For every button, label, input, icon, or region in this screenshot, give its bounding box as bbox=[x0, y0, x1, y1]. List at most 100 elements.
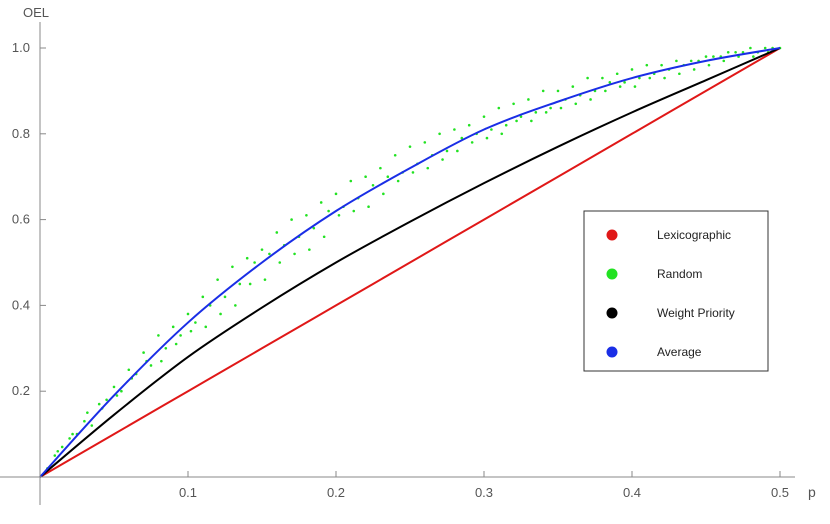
scatter-point-random bbox=[97, 402, 101, 406]
scatter-point-random bbox=[364, 175, 367, 178]
scatter-point-random bbox=[638, 76, 641, 80]
scatter-point-random bbox=[219, 312, 222, 316]
scatter-point-random bbox=[352, 209, 356, 213]
legend-marker bbox=[606, 346, 618, 358]
scatter-point-random bbox=[71, 432, 74, 436]
scatter-point-random bbox=[541, 89, 545, 93]
scatter-point-random bbox=[692, 68, 696, 71]
x-ticks: 0.1 0.2 0.3 0.4 0.5 bbox=[179, 471, 789, 500]
legend-label: Average bbox=[657, 345, 702, 359]
scatter-point-random bbox=[482, 115, 486, 118]
y-tick-label: 0.6 bbox=[12, 212, 30, 227]
scatter-point-random bbox=[608, 81, 612, 84]
scatter-point-random bbox=[382, 192, 385, 196]
scatter-point-random bbox=[601, 76, 604, 80]
scatter-point-random bbox=[234, 304, 237, 307]
scatter-point-random bbox=[512, 102, 515, 106]
scatter-point-random bbox=[645, 63, 649, 67]
scatter-point-random bbox=[411, 171, 415, 174]
series-line-weight-priority bbox=[39, 47, 781, 478]
series-line-average bbox=[39, 47, 781, 478]
scatter-point-random bbox=[263, 278, 267, 281]
scatter-point-random bbox=[56, 449, 60, 453]
scatter-point-random bbox=[648, 76, 652, 80]
scatter-point-random bbox=[194, 321, 197, 324]
scatter-point-random bbox=[438, 132, 441, 136]
scatter-point-random bbox=[278, 261, 282, 264]
scatter-point-random bbox=[678, 72, 681, 76]
scatter-point-random bbox=[396, 179, 400, 183]
scatter-point-random bbox=[500, 132, 504, 136]
legend: Lexicographic Random Weight Priority Averag… bbox=[583, 210, 769, 372]
scatter-point-random bbox=[248, 282, 252, 286]
scatter-point-random bbox=[312, 226, 316, 230]
scatter-point-random bbox=[157, 334, 160, 337]
scatter-point-random bbox=[456, 149, 459, 153]
scatter-point-random bbox=[174, 342, 178, 346]
x-tick-label: 0.3 bbox=[475, 485, 493, 500]
scatter-point-random bbox=[734, 50, 737, 54]
scatter-point-random bbox=[83, 419, 86, 423]
scatter-point-random bbox=[490, 128, 493, 131]
scatter-point-random bbox=[712, 55, 715, 58]
scatter-point-random bbox=[752, 55, 755, 58]
scatter-point-random bbox=[689, 59, 693, 63]
scatter-point-random bbox=[749, 46, 752, 50]
scatter-point-random bbox=[334, 192, 338, 196]
scatter-point-random bbox=[497, 106, 501, 110]
scatter-point-random bbox=[60, 445, 64, 449]
scatter-point-random bbox=[460, 136, 464, 140]
scatter-point-random bbox=[470, 141, 474, 144]
scatter-point-random bbox=[633, 85, 637, 88]
scatter-point-random bbox=[467, 123, 471, 127]
scatter-point-random bbox=[142, 351, 145, 354]
scatter-point-random bbox=[441, 158, 444, 161]
scatter-point-random bbox=[408, 145, 412, 148]
scatter-point-random bbox=[53, 454, 57, 457]
scatter-point-random bbox=[164, 347, 168, 350]
scatter-point-random bbox=[604, 89, 607, 93]
scatter-point-random bbox=[189, 329, 193, 333]
scatter-point-random bbox=[527, 98, 530, 101]
scatter-point-random bbox=[423, 141, 427, 144]
y-axis-label: OEL bbox=[23, 5, 49, 20]
y-ticks: 0.2 0.4 0.6 0.8 1.0 bbox=[12, 40, 46, 398]
scatter-point-random bbox=[115, 394, 119, 397]
scatter-point-random bbox=[504, 123, 508, 127]
scatter-point-random bbox=[549, 106, 552, 110]
scatter-point-random bbox=[763, 46, 767, 50]
scatter-point-random bbox=[515, 119, 518, 123]
scatter-point-random bbox=[741, 50, 745, 54]
scatter-point-random bbox=[112, 385, 116, 389]
scatter-point-random bbox=[349, 179, 353, 183]
scatter-point-random bbox=[223, 295, 227, 299]
scatter-point-random bbox=[186, 312, 190, 316]
scatter-point-random bbox=[589, 98, 592, 101]
scatter-point-random bbox=[630, 68, 634, 71]
scatter-point-random bbox=[231, 265, 234, 269]
x-tick-label: 0.5 bbox=[771, 485, 789, 500]
scatter-point-random bbox=[530, 119, 533, 123]
scatter-point-random bbox=[86, 411, 89, 414]
legend-marker bbox=[606, 307, 618, 319]
scatter-point-random bbox=[426, 166, 430, 170]
scatter-point-random bbox=[216, 278, 219, 281]
scatter-point-random bbox=[204, 325, 208, 329]
scatter-point-random bbox=[160, 359, 163, 363]
scatter-point-random bbox=[293, 252, 296, 256]
scatter-point-random bbox=[544, 111, 548, 114]
scatter-point-random bbox=[707, 63, 711, 67]
scatter-point-random bbox=[663, 76, 666, 80]
scatter-point-random bbox=[337, 214, 341, 217]
scatter-point-random bbox=[379, 166, 382, 170]
scatter-point-random bbox=[90, 424, 94, 427]
scatter-point-random bbox=[305, 214, 308, 217]
scatter-point-random bbox=[675, 59, 678, 63]
scatter-point-random bbox=[445, 149, 449, 153]
y-tick-label: 0.2 bbox=[12, 383, 30, 398]
scatter-point-random bbox=[171, 325, 175, 329]
scatter-point-random bbox=[308, 248, 311, 251]
scatter-point-random bbox=[371, 183, 375, 187]
